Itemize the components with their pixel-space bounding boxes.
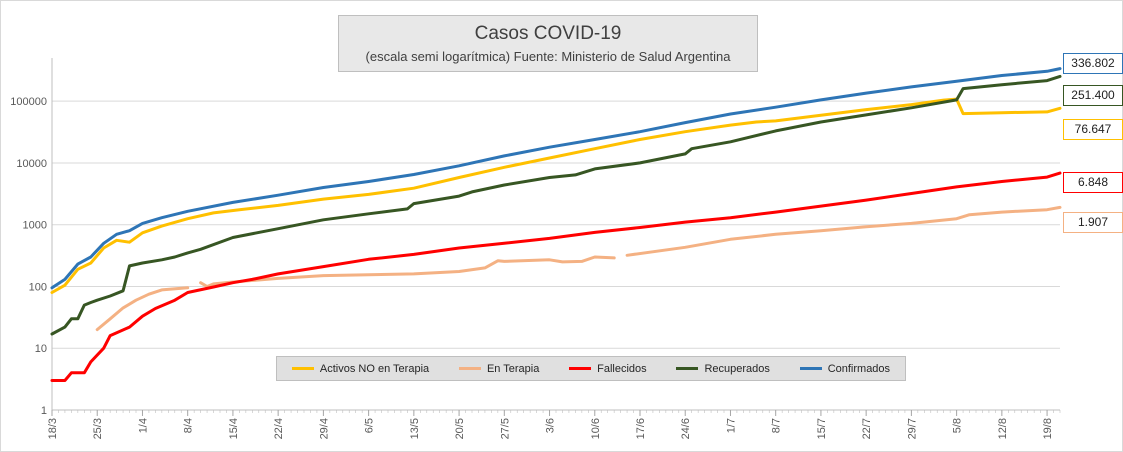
- series-line-recuperados: [50, 74, 1062, 336]
- x-tick-label-20/5: 20/5: [454, 418, 466, 439]
- legend-label-terapia: En Terapia: [486, 362, 540, 375]
- legend-label-confirmados: Confirmados: [827, 362, 891, 375]
- y-tick-label-10000: 10000: [16, 158, 47, 170]
- value-box-fallecidos: 6.848: [1063, 172, 1123, 193]
- x-tick-label-15/7: 15/7: [816, 418, 828, 439]
- legend-label-fallecidos: Fallecidos: [597, 362, 647, 375]
- y-tick-label-1000: 1000: [23, 220, 47, 232]
- x-tick-label-22/7: 22/7: [861, 418, 873, 439]
- x-tick-label-1/7: 1/7: [725, 418, 737, 433]
- series-line-fallecidos: [50, 171, 1062, 382]
- value-box-confirmados: 336.802: [1063, 53, 1123, 74]
- legend-item-fallecidos: Fallecidos: [569, 363, 647, 375]
- x-tick-label-22/4: 22/4: [273, 418, 285, 439]
- x-tick-label-6/5: 6/5: [364, 418, 376, 433]
- legend: Activos NO en Terapia En Terapia Falleci…: [276, 356, 906, 381]
- x-tick-label-10/6: 10/6: [590, 418, 602, 439]
- legend-label-activos: Activos NO en Terapia: [319, 362, 430, 375]
- value-box-terapia: 1.907: [1063, 212, 1123, 233]
- legend-swatch-fallecidos: [569, 367, 592, 370]
- value-box-activos: 76.647: [1063, 119, 1123, 140]
- x-tick-label-24/6: 24/6: [680, 418, 692, 439]
- x-tick-label-5/8: 5/8: [952, 418, 964, 433]
- x-tick-label-17/6: 17/6: [635, 418, 647, 439]
- y-tick-label-10: 10: [35, 343, 47, 355]
- series-line-en-terapia-2: [625, 205, 1062, 257]
- legend-swatch-activos: [291, 367, 314, 370]
- series-line-activos-no-en-terapia: [50, 97, 1062, 294]
- y-tick-label-100000: 100000: [10, 96, 47, 108]
- x-tick-label-29/4: 29/4: [318, 418, 330, 439]
- series-line-en-terapia-1: [199, 255, 616, 288]
- x-tick-label-27/5: 27/5: [499, 418, 511, 439]
- legend-swatch-terapia: [458, 367, 481, 370]
- series-line-en-terapia: [95, 286, 190, 332]
- legend-item-confirmados: Confirmados: [799, 362, 891, 375]
- title-box: Casos COVID-19 (escala semi logarítmica)…: [338, 15, 758, 72]
- value-box-recuperados: 251.400: [1063, 85, 1123, 106]
- legend-item-terapia: En Terapia: [458, 362, 540, 375]
- x-tick-label-1/4: 1/4: [137, 418, 149, 433]
- legend-label-recuperados: Recuperados: [704, 362, 770, 375]
- y-tick-label-1: 1: [41, 405, 47, 417]
- chart-title: Casos COVID-19: [474, 23, 622, 44]
- legend-item-activos: Activos NO en Terapia: [291, 362, 430, 375]
- x-tick-label-12/8: 12/8: [997, 418, 1009, 439]
- x-tick-label-8/4: 8/4: [183, 418, 195, 433]
- y-tick-label-100: 100: [29, 281, 47, 293]
- x-tick-label-25/3: 25/3: [92, 418, 104, 439]
- series-line-confirmados: [50, 67, 1062, 290]
- legend-item-recuperados: Recuperados: [676, 362, 770, 375]
- x-tick-label-19/8: 19/8: [1042, 418, 1054, 439]
- x-tick-label-8/7: 8/7: [771, 418, 783, 433]
- x-tick-label-15/4: 15/4: [228, 418, 240, 439]
- legend-swatch-recuperados: [676, 367, 699, 370]
- legend-swatch-confirmados: [799, 367, 822, 370]
- x-tick-label-13/5: 13/5: [409, 418, 421, 439]
- x-tick-label-3/6: 3/6: [545, 418, 557, 433]
- chart-subtitle: (escala semi logarítmica) Fuente: Minist…: [365, 49, 731, 64]
- x-tick-label-29/7: 29/7: [906, 418, 918, 439]
- x-tick-label-18/3: 18/3: [47, 418, 59, 439]
